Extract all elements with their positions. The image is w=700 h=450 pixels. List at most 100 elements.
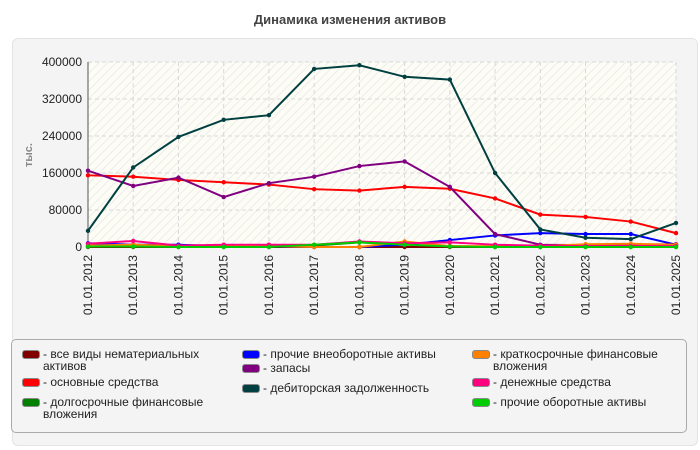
data-point: [492, 231, 498, 237]
legend-item: - дебиторская задолженность: [242, 382, 457, 394]
data-point: [221, 194, 226, 200]
y-tick-label: 160000: [42, 166, 82, 180]
data-point: [176, 134, 181, 140]
legend-label: - денежные средства: [493, 375, 611, 389]
legend-swatch: [22, 398, 40, 407]
data-point: [221, 244, 226, 250]
data-point: [673, 220, 679, 226]
legend-item: - все виды нематериальных активов: [22, 348, 217, 372]
legend-item: - основные средства: [22, 376, 237, 388]
data-point: [538, 230, 543, 236]
x-tick-label: 01.01.2018: [352, 255, 366, 315]
y-tick-label: 400000: [42, 55, 82, 69]
data-point: [628, 244, 633, 250]
data-point: [673, 230, 679, 236]
data-point: [538, 244, 543, 250]
data-point: [447, 240, 453, 245]
data-point: [447, 77, 453, 82]
data-point: [357, 240, 362, 245]
legend-label: - дебиторская задолженность: [263, 381, 430, 395]
data-point: [583, 235, 588, 240]
legend-swatch: [472, 398, 490, 407]
data-point: [538, 212, 543, 217]
data-point: [583, 244, 588, 250]
legend-label: - прочие внеоборотные активы: [263, 347, 436, 361]
series-line: [88, 241, 676, 248]
data-point: [402, 242, 407, 247]
data-point: [311, 66, 317, 72]
data-point: [311, 174, 317, 179]
series-line: [87, 239, 676, 248]
data-point: [492, 244, 498, 250]
x-tick-label: 01.01.2024: [624, 255, 638, 315]
data-point: [583, 231, 588, 237]
x-tick-label: 01.01.2022: [533, 255, 547, 315]
data-point: [402, 74, 407, 80]
data-point: [402, 184, 407, 190]
data-point: [447, 244, 453, 249]
legend-label: - основные средства: [43, 375, 159, 389]
y-axis-label: тыс.: [23, 143, 35, 167]
x-tick-label: 01.01.2023: [579, 255, 593, 315]
x-tick-label: 01.01.2017: [307, 255, 321, 315]
data-point: [131, 165, 136, 170]
legend-swatch: [472, 378, 490, 387]
legend-item: - прочие оборотные активы: [472, 396, 687, 408]
y-tick-label: 320000: [42, 92, 82, 106]
x-tick-label: 01.01.2019: [398, 255, 412, 315]
data-point: [447, 184, 453, 190]
line-chart: 0 80000 160000 240000 320000 400000 01.01.2012…: [23, 55, 683, 315]
data-point: [357, 63, 362, 68]
x-tick-label: 01.01.2016: [262, 255, 276, 315]
x-tick-label: 01.01.2020: [443, 255, 457, 315]
legend-item: - прочие внеоборотные активы: [242, 348, 457, 360]
data-point: [176, 175, 181, 180]
chart-title: Динамика изменения активов: [253, 12, 447, 27]
data-point: [85, 173, 91, 178]
legend-label: - запасы: [263, 361, 311, 375]
data-point: [311, 186, 317, 192]
x-tick-label: 01.01.2025: [669, 255, 683, 315]
x-tick-label: 01.01.2013: [126, 255, 140, 315]
legend: - все виды нематериальных активов - основ…: [11, 339, 687, 433]
legend-swatch: [22, 350, 40, 359]
data-point: [221, 180, 226, 185]
data-point: [628, 219, 633, 224]
data-point: [492, 196, 498, 201]
legend-label: - краткосрочные финансовые вложения: [493, 347, 658, 373]
legend-item: - денежные средства: [472, 376, 687, 388]
data-point: [85, 228, 91, 234]
data-point: [628, 236, 633, 242]
data-point: [131, 238, 136, 244]
data-point: [176, 244, 181, 250]
legend-swatch: [242, 364, 260, 373]
data-point: [131, 183, 136, 189]
data-point: [492, 170, 498, 176]
legend-swatch: [242, 350, 260, 359]
data-point: [357, 244, 362, 250]
data-point: [266, 112, 272, 118]
data-point: [85, 244, 91, 249]
data-point: [538, 227, 543, 232]
series-прочие-оборотные-активы: [85, 240, 679, 250]
data-point: [311, 242, 317, 247]
x-tick-label: 01.01.2021: [488, 255, 502, 315]
x-tick-label: 01.01.2014: [171, 255, 185, 315]
legend-label: - долгосрочные финансовые вложения: [43, 395, 204, 421]
data-point: [221, 117, 226, 123]
legend-swatch: [22, 378, 40, 387]
data-point: [583, 214, 588, 220]
data-point: [131, 244, 136, 249]
y-tick-label: 80000: [49, 203, 83, 217]
legend-item: - запасы: [242, 362, 457, 374]
legend-label: - прочие оборотные активы: [493, 395, 647, 409]
data-point: [628, 231, 633, 237]
legend-item: - долгосрочные финансовые вложения: [22, 396, 217, 420]
data-point: [85, 168, 91, 173]
x-tick-label: 01.01.2015: [217, 255, 231, 315]
series-line: [87, 64, 677, 241]
data-point: [357, 188, 362, 193]
data-point: [402, 159, 407, 164]
y-tick-label: 0: [75, 240, 82, 254]
data-point: [266, 180, 272, 186]
